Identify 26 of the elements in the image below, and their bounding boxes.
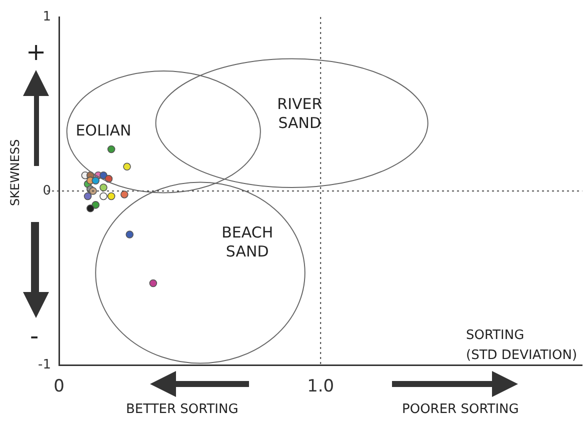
point [149,279,158,288]
x-axis-title: SORTING (STD DEVIATION) [466,327,578,365]
text: + [26,38,46,66]
y-tick-label: -1 [38,357,51,372]
point [84,192,92,200]
point [123,162,131,171]
annotation: RIVER SAND [277,94,322,132]
text: - [30,322,39,350]
x-tick-label: 1.0 [307,376,334,397]
y-tick-label: 1 [42,9,51,24]
point [107,192,116,200]
point [107,145,116,154]
point [89,187,97,195]
point [92,176,100,184]
annotation: EOLIAN [76,122,132,140]
point [86,204,94,212]
y-axis-title: SKEWNESS [8,139,22,206]
y-tick-label: 0 [42,183,51,198]
point [92,201,100,209]
text: POORER SORTING [402,402,519,417]
point [126,230,134,238]
point [100,184,108,192]
annotation: BEACH SAND [222,224,274,261]
point [100,192,108,200]
point [120,190,128,198]
text: BETTER SORTING [126,402,238,417]
